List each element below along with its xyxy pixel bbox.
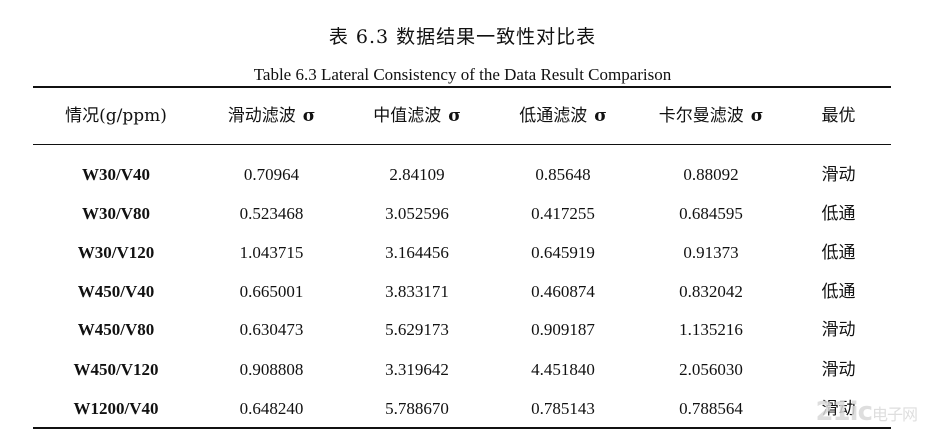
- value-cell: 0.85648: [535, 165, 591, 184]
- best-cell: 低通: [821, 282, 856, 301]
- table-header-row: 情况(g/ppm) 滑动滤波 σ 中值滤波 σ 低通滤波 σ 卡尔曼滤波 σ 最优: [33, 102, 891, 130]
- table-caption-chinese: 表 6.3 数据结果一致性对比表: [328, 26, 597, 48]
- header-median-filter: 中值滤波 σ: [373, 106, 461, 126]
- case-cell: W450/V80: [77, 320, 155, 339]
- value-cell: 2.84109: [389, 165, 445, 184]
- case-cell: W30/V80: [82, 204, 150, 223]
- header-moving-filter: 滑动滤波 σ: [227, 106, 316, 126]
- value-cell: 0.665001: [239, 282, 304, 301]
- case-cell: W1200/V40: [73, 399, 159, 418]
- site-watermark: 21ic电子网: [815, 397, 918, 427]
- header-lowpass-filter: 低通滤波 σ: [519, 106, 607, 126]
- value-cell: 3.164456: [385, 243, 449, 262]
- value-cell: 0.909187: [531, 320, 595, 339]
- value-cell: 0.523468: [239, 204, 304, 223]
- value-cell: 1.135216: [679, 320, 743, 339]
- best-cell: 低通: [821, 204, 856, 223]
- table-top-rule: [33, 86, 891, 88]
- case-cell: W30/V120: [77, 243, 155, 262]
- value-cell: 2.056030: [679, 360, 743, 379]
- best-cell: 滑动: [821, 399, 856, 418]
- value-cell: 5.629173: [385, 320, 449, 339]
- case-cell: W30/V40: [82, 165, 150, 184]
- header-kalman-filter: 卡尔曼滤波 σ: [658, 106, 764, 126]
- table-bottom-rule: [33, 427, 891, 429]
- header-best: 最优: [821, 106, 856, 126]
- table-row: W30/V80 0.523468 3.052596 0.417255 0.684…: [33, 200, 891, 228]
- table-caption-english: Table 6.3 Lateral Consistency of the Dat…: [253, 65, 672, 84]
- table-row: W450/V120 0.908808 3.319642 4.451840 2.0…: [33, 356, 891, 384]
- table-row: W30/V120 1.043715 3.164456 0.645919 0.91…: [33, 239, 891, 267]
- value-cell: 0.645919: [531, 243, 595, 262]
- value-cell: 1.043715: [239, 243, 304, 262]
- case-cell: W450/V40: [77, 282, 155, 301]
- value-cell: 0.684595: [679, 204, 743, 223]
- case-cell: W450/V120: [73, 360, 159, 379]
- value-cell: 0.908808: [239, 360, 304, 379]
- value-cell: 0.788564: [679, 399, 743, 418]
- table-row: W450/V80 0.630473 5.629173 0.909187 1.13…: [33, 316, 891, 344]
- value-cell: 0.91373: [683, 243, 739, 262]
- value-cell: 0.630473: [239, 320, 304, 339]
- value-cell: 0.70964: [243, 165, 300, 184]
- value-cell: 0.460874: [531, 282, 595, 301]
- value-cell: 0.417255: [531, 204, 595, 223]
- table-row: W1200/V40 0.648240 5.788670 0.785143 0.7…: [33, 395, 891, 423]
- best-cell: 低通: [821, 243, 856, 262]
- best-cell: 滑动: [821, 320, 856, 339]
- value-cell: 4.451840: [531, 360, 595, 379]
- value-cell: 0.88092: [683, 165, 739, 184]
- value-cell: 5.788670: [385, 399, 449, 418]
- value-cell: 0.785143: [531, 399, 595, 418]
- table-header-rule: [33, 144, 891, 145]
- best-cell: 滑动: [821, 165, 856, 184]
- table-row: W450/V40 0.665001 3.833171 0.460874 0.83…: [33, 278, 891, 306]
- value-cell: 0.648240: [239, 399, 304, 418]
- value-cell: 0.832042: [679, 282, 743, 301]
- value-cell: 3.052596: [385, 204, 449, 223]
- table-row: W30/V40 0.70964 2.84109 0.85648 0.88092 …: [33, 161, 891, 189]
- best-cell: 滑动: [821, 360, 856, 379]
- value-cell: 3.833171: [385, 282, 449, 301]
- header-case: 情况(g/ppm): [65, 106, 167, 126]
- value-cell: 3.319642: [385, 360, 449, 379]
